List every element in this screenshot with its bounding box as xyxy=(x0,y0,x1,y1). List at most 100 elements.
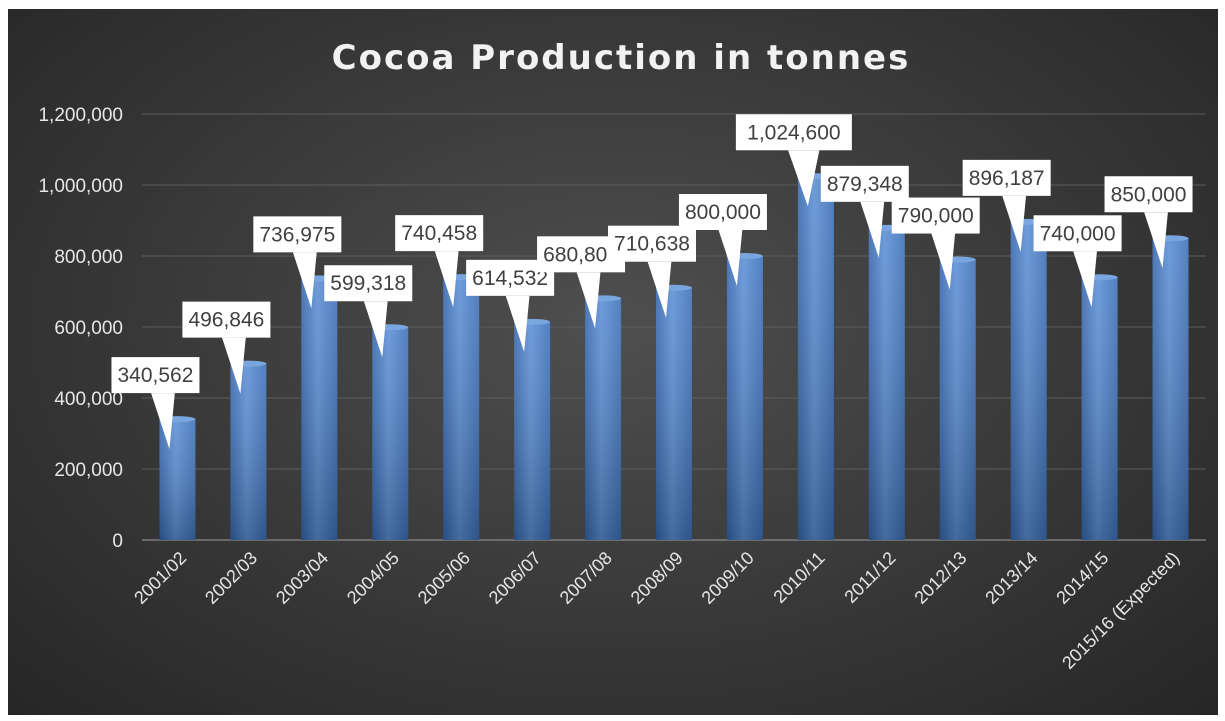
x-tick-label: 2005/06 xyxy=(414,548,474,608)
data-label-pointer xyxy=(788,150,820,207)
bar xyxy=(939,256,976,540)
data-label: 1,024,600 xyxy=(735,114,852,207)
data-label: 496,846 xyxy=(182,301,271,394)
bar-shade xyxy=(656,287,692,540)
data-label-text: 800,000 xyxy=(685,201,761,224)
bar-shade xyxy=(1010,221,1047,540)
x-tick-label: 2004/05 xyxy=(343,548,403,608)
bar xyxy=(726,253,763,540)
bar xyxy=(797,173,834,540)
bar-shade xyxy=(230,363,267,540)
x-tick-label: 2014/15 xyxy=(1052,548,1112,608)
data-label-text: 740,000 xyxy=(1040,222,1116,245)
data-label-pointer xyxy=(292,252,317,309)
x-tick-label: 2013/14 xyxy=(981,548,1041,608)
data-label-pointer xyxy=(931,233,956,290)
data-label-pointer xyxy=(505,295,530,352)
bar-shade xyxy=(159,419,196,540)
chart-title: Cocoa Production in tonnes xyxy=(332,38,911,78)
data-label: 790,000 xyxy=(891,197,980,290)
x-tick-label: 2002/03 xyxy=(201,548,261,608)
x-tick-label: 2009/10 xyxy=(698,548,758,608)
y-tick-label: 0 xyxy=(112,531,123,552)
data-label-box xyxy=(182,301,271,338)
data-label-pointer xyxy=(1144,212,1168,269)
bar-shade xyxy=(797,176,834,540)
data-label: 599,318 xyxy=(324,265,413,358)
data-label-box xyxy=(962,159,1051,196)
data-label-text: 736,975 xyxy=(259,223,335,246)
x-tick-label: 2010/11 xyxy=(769,548,828,607)
y-tick-label: 800,000 xyxy=(54,247,123,268)
bar xyxy=(656,284,692,540)
bar xyxy=(514,318,551,540)
data-label-pointer xyxy=(1002,195,1027,252)
data-label-box xyxy=(253,216,342,253)
data-label: 879,348 xyxy=(820,165,909,258)
data-label-box xyxy=(324,265,413,302)
data-label-pointer xyxy=(434,251,459,308)
bar-shade xyxy=(372,327,409,540)
data-label: 850,000 xyxy=(1104,176,1193,269)
y-tick-label: 1,200,000 xyxy=(38,105,123,126)
data-label-pointer xyxy=(151,393,175,450)
bar xyxy=(372,324,409,540)
data-label-text: 740,458 xyxy=(401,222,477,245)
bar xyxy=(301,275,338,540)
data-label-text: 710,638 xyxy=(614,233,690,256)
bar xyxy=(230,360,267,540)
bar xyxy=(868,224,905,540)
bar-shade xyxy=(443,277,480,540)
data-label-box xyxy=(111,357,200,394)
data-label: 736,975 xyxy=(253,216,342,309)
data-label-pointer xyxy=(1073,251,1097,308)
data-label-pointer xyxy=(718,230,743,286)
x-tick-label: 2001/02 xyxy=(130,548,190,608)
bar-shade xyxy=(726,256,763,540)
bar xyxy=(1152,235,1189,540)
bar-chart: Cocoa Production in tonnes 0 200,000 400,0… xyxy=(38,38,1206,673)
data-label-box xyxy=(891,197,980,234)
data-label-box xyxy=(1033,215,1122,252)
data-label-box xyxy=(678,194,767,230)
data-label-text: 790,000 xyxy=(898,205,974,228)
data-label-box xyxy=(1104,176,1193,213)
x-tick-label: 2008/09 xyxy=(627,548,687,608)
data-label: 800,000 xyxy=(678,194,767,286)
bar-shade xyxy=(868,227,905,540)
data-label-pointer xyxy=(222,337,246,394)
data-label: 740,000 xyxy=(1033,215,1122,308)
bar xyxy=(585,295,622,540)
bar-shade xyxy=(1152,238,1189,540)
data-label: 614,532 xyxy=(466,259,555,352)
y-tick-label: 1,000,000 xyxy=(38,176,123,197)
y-tick-label: 200,000 xyxy=(54,460,123,481)
x-tick-label: 2003/04 xyxy=(272,548,332,608)
y-axis-ticks: 0 200,000 400,000 600,000 800,000 1,000,000 1,… xyxy=(38,105,123,552)
data-label-pointer xyxy=(576,272,601,329)
bar-shade xyxy=(514,321,551,540)
data-label-text: 896,187 xyxy=(969,167,1045,190)
data-label-text: 496,846 xyxy=(188,309,264,332)
data-label-pointer xyxy=(363,301,388,358)
data-label-pointer xyxy=(647,261,672,318)
x-axis-ticks: 2001/02 2002/03 2003/04 2004/05 2005/06 2006/… xyxy=(130,548,1183,673)
data-label-box xyxy=(608,225,696,262)
data-label-text: 680,800 xyxy=(543,243,619,266)
data-label-text: 614,532 xyxy=(472,267,548,290)
data-label: 710,638 xyxy=(608,225,696,318)
x-tick-label: 2011/12 xyxy=(840,548,899,607)
data-labels: 340,562 496,846 736,975 599,318 740,458 614,5… xyxy=(111,114,1193,450)
data-label: 740,458 xyxy=(395,215,484,308)
data-label: 896,187 xyxy=(962,159,1051,252)
x-tick-label: 2006/07 xyxy=(485,548,545,608)
bar xyxy=(443,274,480,540)
data-label-text: 879,348 xyxy=(827,173,903,196)
bar-shade xyxy=(1081,277,1118,540)
x-tick-label: 2015/16 (Expected) xyxy=(1058,548,1183,673)
data-label-box xyxy=(395,215,484,252)
x-tick-label: 2012/13 xyxy=(910,548,970,608)
data-label-text: 599,318 xyxy=(330,272,406,295)
bar-shade xyxy=(939,259,976,540)
data-label-text: 340,562 xyxy=(118,364,194,387)
